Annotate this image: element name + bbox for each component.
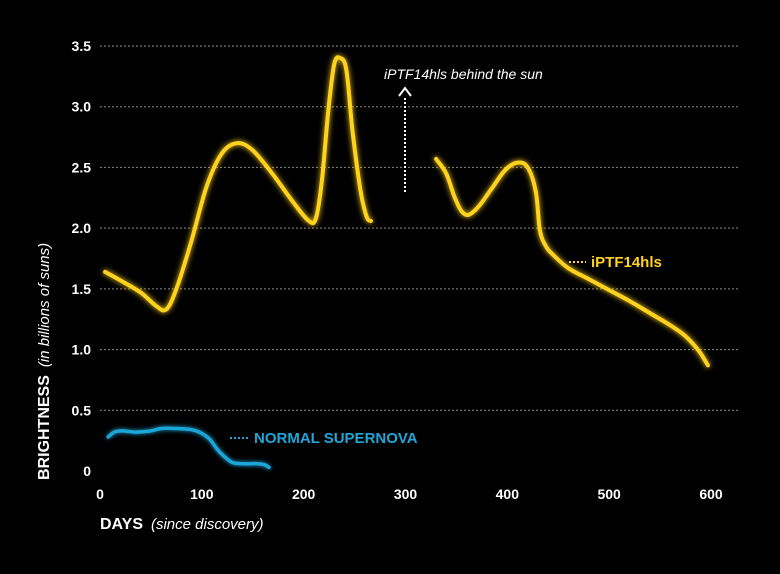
arrow-up-icon xyxy=(398,86,412,97)
series-line-iptf14hls-segment-2 xyxy=(434,156,710,368)
behind-sun-annotation: iPTF14hls behind the sun xyxy=(384,66,543,192)
x-tick-label: 600 xyxy=(699,486,723,502)
y-tick-label: 0.5 xyxy=(72,402,92,418)
behind-sun-note: iPTF14hls behind the sun xyxy=(384,66,543,82)
x-axis-title: DAYS (since discovery) xyxy=(100,516,264,533)
y-tick-label: 3.5 xyxy=(72,38,92,54)
y-tick-label: 2.5 xyxy=(72,159,92,175)
x-tick-label: 500 xyxy=(597,486,621,502)
y-axis-sublabel: (in billions of suns) xyxy=(36,243,53,367)
series-line-normal-supernova xyxy=(106,426,271,470)
x-axis-ticks: 0 100 200 300 400 500 600 xyxy=(96,486,723,502)
normal-supernova-label: NORMAL SUPERNOVA xyxy=(254,430,418,447)
series-label-normal-supernova: NORMAL SUPERNOVA xyxy=(230,430,418,447)
y-tick-label: 3.0 xyxy=(72,99,92,115)
gridlines xyxy=(100,45,740,411)
y-tick-label: 2.0 xyxy=(72,220,92,236)
x-tick-label: 400 xyxy=(496,486,520,502)
y-axis-title: BRIGHTNESS (in billions of suns) xyxy=(36,243,53,480)
series-label-iptf14hls: iPTF14hls xyxy=(569,254,662,271)
x-tick-label: 100 xyxy=(190,486,214,502)
x-axis-label: DAYS xyxy=(100,516,143,533)
y-tick-label: 1.0 xyxy=(72,342,92,358)
x-tick-label: 200 xyxy=(292,486,316,502)
y-tick-label: 1.5 xyxy=(72,281,92,297)
iptf14hls-label: iPTF14hls xyxy=(591,254,662,271)
series-lines xyxy=(103,55,710,470)
y-axis-ticks: 0 0.5 1.0 1.5 2.0 2.5 3.0 3.5 xyxy=(72,38,92,479)
y-axis-label: BRIGHTNESS xyxy=(36,375,53,480)
series-line-iptf14hls-segment-1 xyxy=(103,55,373,313)
y-tick-label: 0 xyxy=(83,463,91,479)
x-tick-label: 300 xyxy=(394,486,418,502)
x-axis-sublabel: (since discovery) xyxy=(151,516,264,533)
x-tick-label: 0 xyxy=(96,486,104,502)
